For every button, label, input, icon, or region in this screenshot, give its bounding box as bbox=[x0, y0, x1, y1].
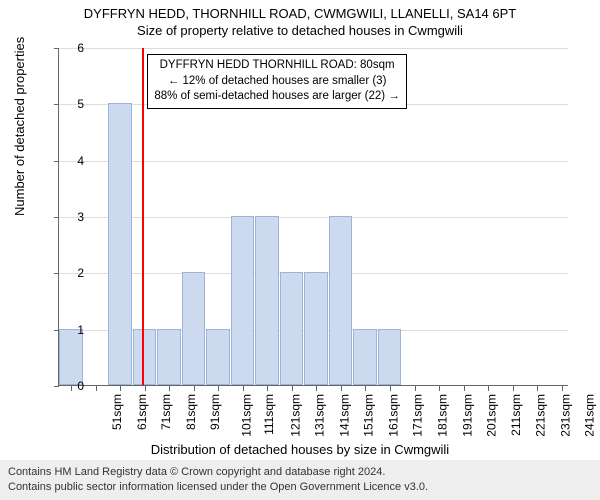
xtick-mark bbox=[96, 386, 97, 391]
xtick-label: 51sqm bbox=[110, 394, 124, 430]
xtick-mark bbox=[390, 386, 391, 391]
xtick-label: 161sqm bbox=[387, 394, 401, 437]
xtick-mark bbox=[145, 386, 146, 391]
xtick-label: 71sqm bbox=[159, 394, 173, 430]
ytick-label: 2 bbox=[77, 266, 84, 280]
xtick-mark bbox=[365, 386, 366, 391]
histogram-bar bbox=[108, 103, 132, 385]
xtick-mark bbox=[292, 386, 293, 391]
xtick-mark bbox=[415, 386, 416, 391]
histogram-bar bbox=[182, 272, 206, 385]
xtick-label: 121sqm bbox=[289, 394, 303, 437]
xtick-label: 201sqm bbox=[485, 394, 499, 437]
xtick-label: 101sqm bbox=[240, 394, 254, 437]
xtick-mark bbox=[218, 386, 219, 391]
xtick-label: 91sqm bbox=[208, 394, 222, 430]
ytick-mark bbox=[54, 48, 59, 49]
histogram-bar bbox=[304, 272, 328, 385]
ytick-label: 6 bbox=[77, 41, 84, 55]
chart-title: DYFFRYN HEDD, THORNHILL ROAD, CWMGWILI, … bbox=[0, 0, 600, 21]
histogram-bar bbox=[157, 329, 181, 385]
ytick-mark bbox=[54, 161, 59, 162]
xtick-label: 231sqm bbox=[558, 394, 572, 437]
xtick-mark bbox=[537, 386, 538, 391]
xtick-mark bbox=[267, 386, 268, 391]
histogram-bar bbox=[231, 216, 255, 385]
footer: Contains HM Land Registry data © Crown c… bbox=[0, 460, 600, 500]
ytick-label: 0 bbox=[77, 379, 84, 393]
xtick-mark bbox=[464, 386, 465, 391]
xtick-mark bbox=[243, 386, 244, 391]
gridline bbox=[59, 217, 568, 218]
xtick-mark bbox=[194, 386, 195, 391]
chart-area: DYFFRYN HEDD THORNHILL ROAD: 80sqm ← 12%… bbox=[58, 48, 568, 386]
ytick-label: 4 bbox=[77, 154, 84, 168]
xtick-label: 151sqm bbox=[362, 394, 376, 437]
y-axis-label: Number of detached properties bbox=[12, 37, 27, 216]
xtick-label: 211sqm bbox=[508, 394, 522, 436]
xtick-label: 131sqm bbox=[313, 394, 327, 437]
xtick-label: 221sqm bbox=[534, 394, 548, 437]
histogram-bar bbox=[255, 216, 279, 385]
xtick-label: 181sqm bbox=[436, 394, 450, 437]
xtick-label: 241sqm bbox=[583, 394, 597, 437]
xtick-mark bbox=[562, 386, 563, 391]
gridline bbox=[59, 48, 568, 49]
xtick-label: 171sqm bbox=[411, 394, 425, 437]
xtick-label: 191sqm bbox=[460, 394, 474, 437]
histogram-bar bbox=[378, 329, 402, 385]
xtick-mark bbox=[513, 386, 514, 391]
gridline bbox=[59, 161, 568, 162]
ytick-mark bbox=[54, 273, 59, 274]
xtick-mark bbox=[439, 386, 440, 391]
footer-line-2: Contains public sector information licen… bbox=[8, 480, 592, 495]
ytick-mark bbox=[54, 217, 59, 218]
xtick-mark bbox=[316, 386, 317, 391]
xtick-label: 81sqm bbox=[184, 394, 198, 430]
xtick-label: 61sqm bbox=[135, 394, 149, 430]
info-line-1: DYFFRYN HEDD THORNHILL ROAD: 80sqm bbox=[154, 58, 399, 74]
xtick-mark bbox=[341, 386, 342, 391]
x-axis-label: Distribution of detached houses by size … bbox=[0, 442, 600, 457]
footer-line-1: Contains HM Land Registry data © Crown c… bbox=[8, 465, 592, 480]
xtick-mark bbox=[120, 386, 121, 391]
chart-subtitle: Size of property relative to detached ho… bbox=[0, 21, 600, 38]
info-box: DYFFRYN HEDD THORNHILL ROAD: 80sqm ← 12%… bbox=[147, 54, 406, 109]
info-line-3: 88% of semi-detached houses are larger (… bbox=[154, 89, 399, 105]
info-line-2: ← 12% of detached houses are smaller (3) bbox=[154, 74, 399, 90]
ytick-mark bbox=[54, 104, 59, 105]
histogram-bar bbox=[59, 329, 83, 385]
chart-container: DYFFRYN HEDD, THORNHILL ROAD, CWMGWILI, … bbox=[0, 0, 600, 500]
ytick-label: 3 bbox=[77, 210, 84, 224]
xtick-label: 141sqm bbox=[338, 394, 352, 437]
histogram-bar bbox=[206, 329, 230, 385]
histogram-bar bbox=[280, 272, 304, 385]
xtick-label: 111sqm bbox=[262, 394, 276, 435]
ytick-label: 5 bbox=[77, 97, 84, 111]
xtick-mark bbox=[488, 386, 489, 391]
histogram-bar bbox=[329, 216, 353, 385]
histogram-bar bbox=[353, 329, 377, 385]
ytick-label: 1 bbox=[77, 323, 84, 337]
xtick-mark bbox=[169, 386, 170, 391]
xtick-mark bbox=[71, 386, 72, 391]
ytick-mark bbox=[54, 386, 59, 387]
marker-line bbox=[142, 48, 144, 385]
